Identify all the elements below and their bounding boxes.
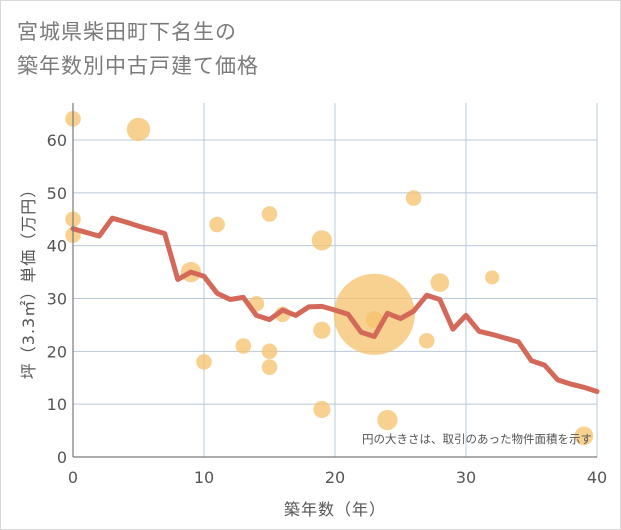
data-point (377, 409, 398, 431)
y-tick-label: 0 (57, 448, 67, 467)
data-point (313, 321, 331, 339)
x-tick-label: 40 (587, 468, 607, 487)
x-axis-title: 築年数（年） (284, 500, 386, 519)
data-point (405, 190, 422, 206)
data-point (485, 270, 500, 285)
y-tick-label: 40 (47, 237, 67, 256)
x-tick-label: 10 (194, 468, 214, 487)
data-point (261, 343, 278, 360)
data-point (126, 117, 151, 142)
data-point (209, 216, 225, 233)
data-point (313, 400, 331, 419)
data-point (311, 230, 333, 251)
y-tick-label: 60 (47, 131, 67, 150)
y-axis-title: 坪（3.3㎡）単価（万円） (19, 181, 38, 379)
data-point (574, 426, 594, 446)
y-tick-label: 30 (47, 289, 67, 308)
data-point (430, 273, 450, 293)
chart-title: 宮城県柴田町下名生の 築年数別中古戸建て価格 (17, 15, 259, 83)
y-tick-label: 50 (47, 184, 67, 203)
data-point (261, 359, 278, 375)
chart-title-line2: 築年数別中古戸建て価格 (17, 54, 259, 78)
data-point (418, 332, 435, 349)
x-tick-label: 30 (456, 468, 476, 487)
chart-title-line1: 宮城県柴田町下名生の (17, 20, 237, 44)
size-legend-note: 円の大きさは、取引のあった物件面積を示す (362, 432, 592, 446)
data-point (196, 354, 212, 370)
y-tick-label: 10 (47, 395, 67, 414)
data-point (261, 206, 278, 222)
y-tick-label: 20 (47, 342, 67, 361)
data-point (235, 338, 252, 354)
x-tick-label: 0 (68, 468, 78, 487)
x-tick-label: 20 (325, 468, 345, 487)
average-price-line (70, 215, 600, 394)
